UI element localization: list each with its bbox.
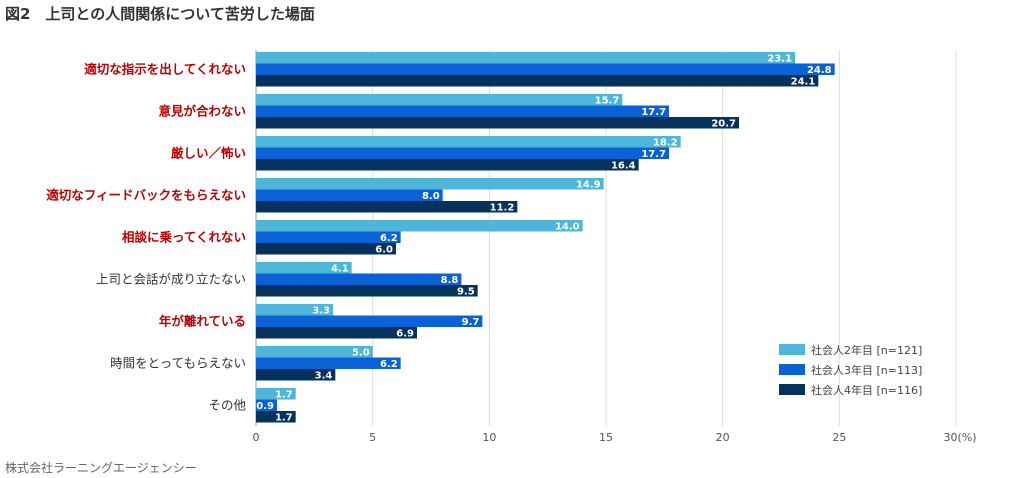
bar	[256, 273, 462, 285]
bar	[256, 411, 296, 423]
data-label: 24.8	[807, 65, 832, 76]
data-label: 6.2	[380, 233, 398, 244]
legend-label: 社会人4年目 [n=116]	[811, 383, 922, 397]
x-tick-label: 15	[599, 431, 613, 444]
category-label: 厳しい／怖い	[171, 145, 246, 160]
legend-label: 社会人3年目 [n=113]	[811, 363, 922, 377]
data-label: 16.4	[611, 161, 636, 172]
data-label: 17.7	[641, 107, 666, 118]
data-label: 8.8	[441, 275, 459, 286]
category-label: 上司と会話が成り立たない	[96, 271, 246, 286]
bar	[256, 94, 623, 106]
bar	[256, 304, 333, 316]
bar	[256, 357, 401, 369]
x-tick-label: 0	[253, 431, 260, 444]
bar	[256, 147, 669, 159]
category-label: 時間をとってもらえない	[110, 355, 246, 370]
data-label: 14.9	[576, 180, 601, 191]
data-label: 6.0	[375, 245, 393, 256]
data-label: 20.7	[711, 119, 736, 130]
category-label: 相談に乗ってくれない	[122, 229, 246, 244]
source-note: 株式会社ラーニングエージェンシー	[5, 461, 197, 475]
bar	[256, 178, 604, 190]
category-label: 適切なフィードバックをもらえない	[46, 187, 246, 202]
bar	[256, 105, 669, 117]
data-label: 9.7	[462, 317, 480, 328]
data-label: 24.1	[791, 77, 816, 88]
bar	[256, 52, 795, 64]
x-tick-label: 5	[369, 431, 376, 444]
bar	[256, 315, 483, 327]
data-label: 0.9	[256, 401, 274, 412]
data-label: 14.0	[555, 222, 580, 233]
data-label: 1.7	[275, 390, 293, 401]
bar	[256, 327, 417, 339]
bar	[256, 346, 373, 358]
chart-title: 図2 上司との人間関係について苦労した場面	[5, 5, 315, 23]
category-label: 意見が合わない	[158, 103, 246, 118]
bar	[256, 159, 639, 171]
bar	[256, 136, 681, 148]
bar	[256, 220, 583, 232]
data-label: 6.9	[396, 329, 414, 340]
category-label: 年が離れている	[159, 313, 246, 328]
bar	[256, 243, 396, 255]
bar	[256, 75, 819, 87]
data-label: 5.0	[352, 348, 370, 359]
data-label: 6.2	[380, 359, 398, 370]
data-label: 4.1	[331, 264, 349, 275]
data-label: 9.5	[457, 287, 475, 298]
data-label: 17.7	[641, 149, 666, 160]
data-label: 1.7	[275, 413, 293, 424]
data-label: 23.1	[767, 54, 792, 65]
bar	[256, 388, 296, 400]
bar	[256, 399, 277, 411]
legend-swatch	[779, 344, 805, 355]
data-label: 15.7	[595, 96, 620, 107]
data-label: 18.2	[653, 138, 678, 149]
data-label: 11.2	[490, 203, 515, 214]
data-label: 3.4	[315, 371, 333, 382]
x-tick-label: 25	[832, 431, 846, 444]
bar	[256, 231, 401, 243]
data-label: 8.0	[422, 191, 440, 202]
x-tick-label: 30(%)	[943, 431, 976, 444]
legend-swatch	[779, 384, 805, 395]
bar	[256, 285, 478, 297]
bar	[256, 201, 518, 213]
bar	[256, 369, 336, 381]
bar	[256, 117, 739, 129]
category-label: その他	[208, 397, 246, 412]
legend-label: 社会人2年目 [n=121]	[811, 343, 922, 357]
bar	[256, 63, 835, 75]
x-tick-label: 20	[716, 431, 730, 444]
legend-swatch	[779, 364, 805, 375]
x-tick-label: 10	[482, 431, 496, 444]
data-label: 3.3	[312, 306, 330, 317]
bar	[256, 262, 352, 274]
category-label: 適切な指示を出してくれない	[84, 61, 246, 76]
bar	[256, 189, 443, 201]
